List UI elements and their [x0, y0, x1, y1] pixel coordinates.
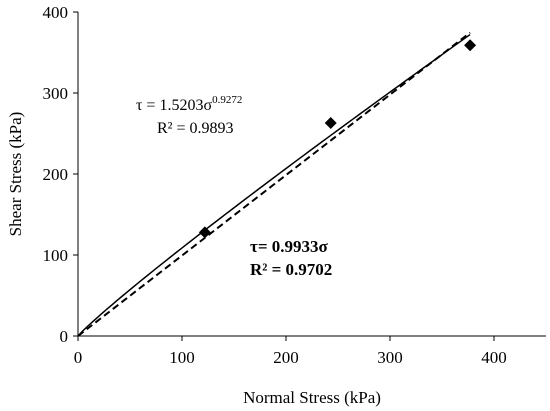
- y-ticks: 0 100 200 300 400: [43, 3, 78, 346]
- power-fit-line: [77, 33, 471, 337]
- y-tick-label: 400: [43, 3, 69, 22]
- linear-fit-line: [77, 31, 471, 337]
- y-tick-label: 0: [60, 327, 69, 346]
- data-point: [198, 226, 211, 239]
- y-tick-label: 100: [43, 246, 69, 265]
- data-point: [464, 39, 477, 52]
- data-points: [198, 39, 477, 239]
- x-tick-label: 0: [74, 348, 83, 367]
- linear-r-squared: R² = 0.9702: [250, 260, 332, 279]
- power-equation: τ = 1.5203σ0.9272: [136, 94, 242, 114]
- power-r-squared: R² = 0.9893: [157, 120, 234, 137]
- x-tick-label: 100: [169, 348, 195, 367]
- linear-equation: τ= 0.9933σ: [250, 237, 329, 256]
- data-point: [324, 116, 337, 129]
- x-axis-title: Normal Stress (kPa): [243, 388, 381, 407]
- x-ticks: 0 100 200 300 400: [74, 336, 507, 367]
- y-axis-title: Shear Stress (kPa): [6, 112, 25, 237]
- x-tick-label: 300: [377, 348, 403, 367]
- power-equation-base: τ = 1.5203σ: [136, 97, 212, 114]
- x-tick-label: 200: [273, 348, 299, 367]
- x-tick-label: 400: [481, 348, 507, 367]
- y-tick-label: 200: [43, 165, 69, 184]
- power-equation-exponent: 0.9272: [212, 94, 242, 106]
- y-tick-label: 300: [43, 84, 69, 103]
